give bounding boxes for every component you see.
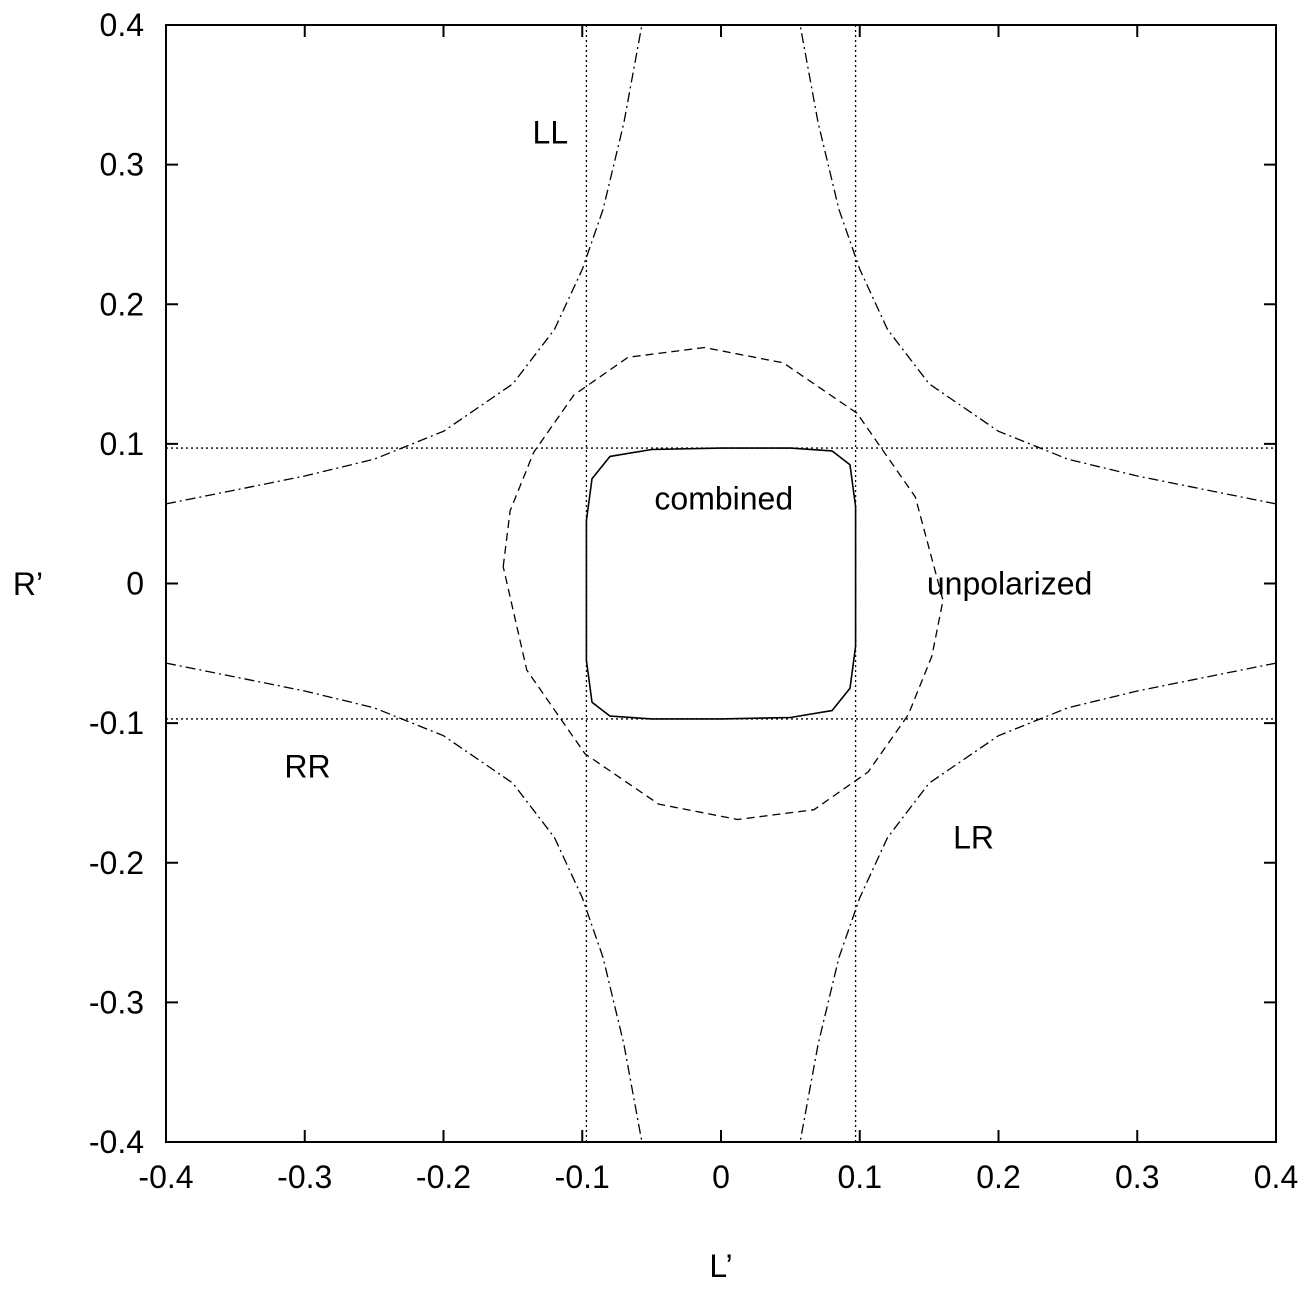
x-tick-label: -0.4	[138, 1159, 193, 1195]
y-tick-label: 0.4	[100, 7, 144, 43]
series-ll-branch	[165, 24, 643, 505]
series-combined-line	[585, 447, 857, 720]
y-tick-label: 0.3	[100, 147, 144, 183]
y-tick-label: -0.3	[89, 984, 144, 1020]
series-lr-branch	[799, 24, 1277, 505]
series-lr-branch	[165, 662, 643, 1143]
annotation-ll: LL	[533, 115, 569, 151]
y-tick-label: 0.1	[100, 426, 144, 462]
x-axis-label: L’	[709, 1248, 732, 1284]
x-tick-label: -0.1	[555, 1159, 610, 1195]
annotation-lr: LR	[953, 820, 994, 856]
curves	[165, 24, 1277, 1143]
x-tick-label: 0.3	[1115, 1159, 1159, 1195]
axis-ticks	[165, 24, 1277, 1143]
y-tick-label: 0.2	[100, 286, 144, 322]
y-axis-label: R’	[13, 566, 43, 602]
y-tick-label: -0.1	[89, 705, 144, 741]
x-tick-label: 0.1	[838, 1159, 882, 1195]
x-tick-labels: -0.4 -0.3 -0.2 -0.1 0 0.1 0.2 0.3 0.4	[138, 1159, 1298, 1195]
x-tick-label: 0.4	[1254, 1159, 1298, 1195]
x-tick-label: 0.2	[976, 1159, 1020, 1195]
y-tick-labels: -0.4 -0.3 -0.2 -0.1 0 0.1 0.2 0.3 0.4	[89, 7, 144, 1160]
annotation-rr: RR	[284, 748, 330, 784]
y-tick-label: -0.4	[89, 1124, 144, 1160]
series-ll-branch	[799, 662, 1277, 1143]
annotation-unpolarized: unpolarized	[927, 566, 1092, 602]
x-tick-label: 0	[712, 1159, 730, 1195]
x-tick-label: -0.3	[277, 1159, 332, 1195]
y-tick-label: 0	[126, 566, 144, 602]
x-tick-label: -0.2	[416, 1159, 471, 1195]
annotation-combined: combined	[654, 480, 793, 516]
annotations: LL combined unpolarized RR LR	[284, 115, 1092, 856]
y-tick-label: -0.2	[89, 845, 144, 881]
series-unpolarized-line	[502, 346, 944, 821]
plot-frame	[165, 24, 1277, 1143]
